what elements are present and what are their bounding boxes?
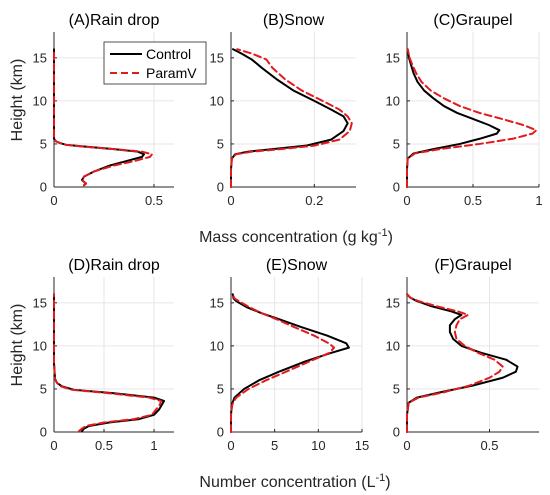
panel-5-series-paramv [230, 293, 336, 433]
y-axis-label-top: Height (km) [9, 59, 26, 142]
panel-5-x-tick-label-1: 5 [271, 438, 278, 453]
panel-2-x-tick-label-0: 0 [227, 193, 234, 208]
panel-1: 0 0.5 0 5 10 15 (A)Rain drop [33, 12, 174, 208]
panel-6-y-tick-label-2: 10 [386, 338, 400, 353]
panel-3-y-tick-label-2: 10 [386, 93, 400, 108]
x-axis-label-mass-text: Mass concentration (g kg [199, 229, 378, 246]
panel-4-x-tick-label-1: 0.5 [95, 438, 113, 453]
panel-2-y-tick-label-1: 5 [217, 136, 224, 151]
panel-4-y-tick-label-2: 10 [33, 338, 47, 353]
panel-1-y-tick-label-0: 0 [40, 180, 47, 195]
panel-3-x-tick-label-1: 0.5 [464, 193, 482, 208]
panel-3-series-paramv [406, 48, 538, 188]
panel-1-y-tick-label-1: 5 [40, 136, 47, 151]
x-axis-label-number-text: Number concentration (L [199, 474, 375, 491]
legend-label-paramv: ParamV [146, 65, 197, 81]
panel-2-y-tick-label-2: 10 [210, 93, 224, 108]
x-axis-label-number: Number concentration (L-1) [199, 472, 390, 491]
y-axis-label-bottom: Height (km) [9, 304, 26, 387]
panel-3-title: (C)Graupel [433, 12, 512, 29]
x-axis-label-number-exponent: -1 [375, 472, 385, 484]
panel-1-y-tick-label-2: 10 [33, 93, 47, 108]
panel-3-y-tick-label-0: 0 [393, 180, 400, 195]
panel-5-x-tick-label-2: 10 [311, 438, 325, 453]
panel-6-y-tick-label-0: 0 [393, 425, 400, 440]
panel-2-y-tick-label-3: 15 [210, 50, 224, 65]
panel-5-y-tick-label-3: 15 [210, 295, 224, 310]
panel-1-x-tick-label-1: 0.5 [145, 193, 163, 208]
panel-3-x-tick-label-2: 1 [535, 193, 542, 208]
x-axis-label-mass-close: ) [388, 229, 393, 246]
panel-2-y-tick-label-0: 0 [217, 180, 224, 195]
panel-6: 0 0.5 0 5 10 15 (F)Graupel [386, 257, 539, 453]
panel-5-series-control [230, 293, 350, 433]
panel-4-title: (D)Rain drop [68, 257, 160, 274]
panel-4-y-tick-label-0: 0 [40, 425, 47, 440]
panel-6-title: (F)Graupel [434, 257, 511, 274]
legend: Control ParamV [103, 41, 207, 85]
panel-1-series-paramv [53, 48, 153, 187]
panel-5-y-tick-label-0: 0 [217, 425, 224, 440]
panel-5: 0 5 10 15 0 5 10 15 (E)Snow [210, 257, 370, 453]
panel-1-title: (A)Rain drop [69, 12, 160, 29]
panel-6-x-tick-label-0: 0 [403, 438, 410, 453]
panel-6-plot-area [407, 277, 539, 432]
legend-box [103, 41, 207, 85]
panel-1-x-tick-label-0: 0 [50, 193, 57, 208]
x-axis-label-number-close: ) [385, 474, 390, 491]
x-axis-label-mass: Mass concentration (g kg-1) [199, 227, 393, 246]
panel-4-y-tick-label-1: 5 [40, 381, 47, 396]
panel-1-y-tick-label-3: 15 [33, 50, 47, 65]
x-axis-label-mass-exponent: -1 [378, 227, 388, 239]
legend-label-control: Control [146, 46, 191, 62]
panel-3-x-tick-label-0: 0 [403, 193, 410, 208]
panel-5-y-tick-label-1: 5 [217, 381, 224, 396]
panel-2-x-tick-label-1: 0.2 [305, 193, 323, 208]
panel-3-y-tick-label-1: 5 [393, 136, 400, 151]
panel-5-plot-area [231, 277, 362, 432]
panel-6-x-tick-label-1: 0.5 [480, 438, 498, 453]
panel-5-x-tick-label-0: 0 [227, 438, 234, 453]
panel-6-series-paramv [406, 293, 504, 433]
panel-4-x-tick-label-0: 0 [50, 438, 57, 453]
panel-6-y-tick-label-3: 15 [386, 295, 400, 310]
panel-3-y-tick-label-3: 15 [386, 50, 400, 65]
panel-2-series-paramv [230, 48, 353, 188]
panel-4-y-tick-label-3: 15 [33, 295, 47, 310]
panel-2-title: (B)Snow [263, 12, 325, 29]
panel-4-series-paramv [53, 293, 162, 433]
panel-5-title: (E)Snow [266, 257, 328, 274]
panel-6-y-tick-label-1: 5 [393, 381, 400, 396]
panel-4-x-tick-label-2: 1 [150, 438, 157, 453]
panel-5-x-tick-label-3: 15 [355, 438, 369, 453]
panel-2: 0 0.2 0 5 10 15 (B)Snow [210, 12, 356, 208]
panel-5-y-tick-label-2: 10 [210, 338, 224, 353]
